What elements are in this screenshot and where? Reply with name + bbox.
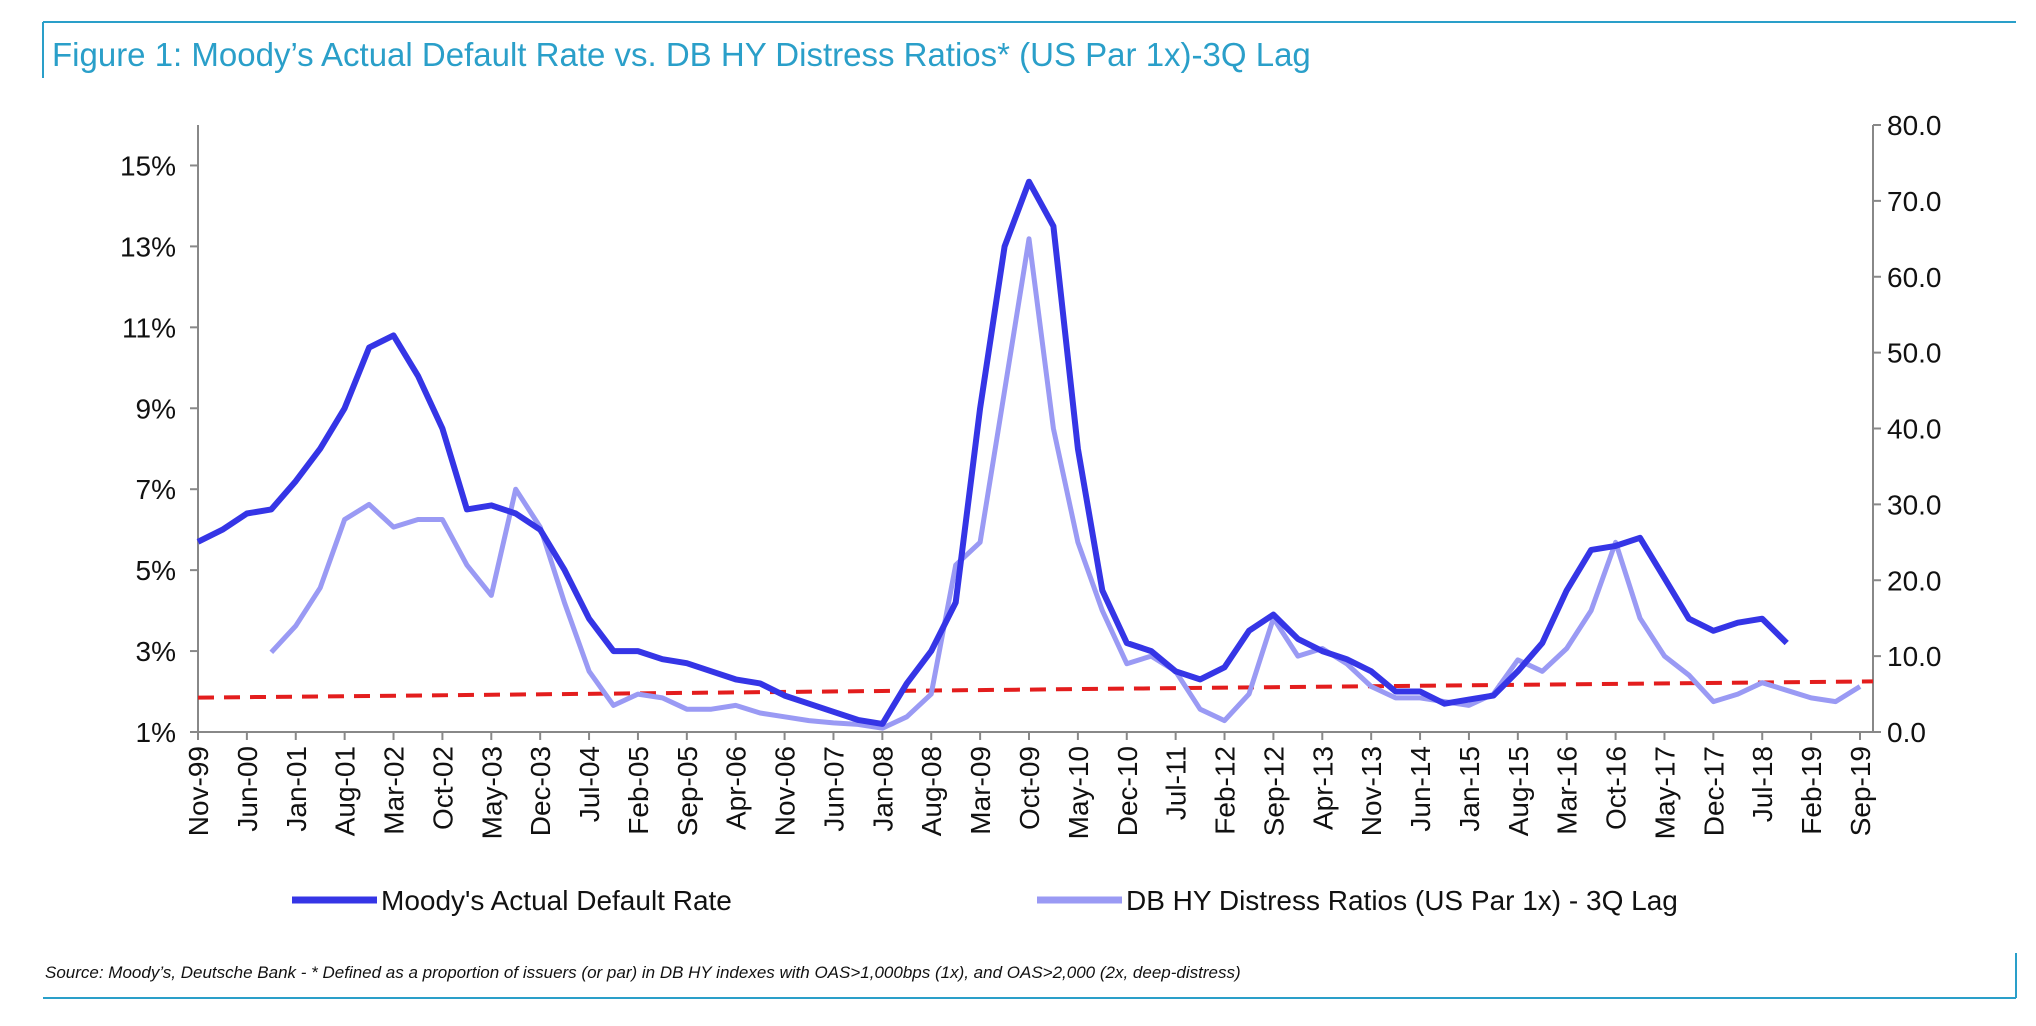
y2-tick-label: 70.0 <box>1887 186 1942 217</box>
x-tick-label: Mar-09 <box>965 746 996 835</box>
y-tick-label: 15% <box>120 150 176 181</box>
series-line <box>269 236 1862 731</box>
x-tick-label: Feb-05 <box>623 746 654 835</box>
y-tick-label: 7% <box>136 474 176 505</box>
x-tick-label: Aug-15 <box>1503 746 1534 836</box>
y2-tick-label: 50.0 <box>1887 338 1942 369</box>
x-tick-label: Jul-11 <box>1161 746 1192 820</box>
x-tick-label: Jul-18 <box>1747 746 1778 822</box>
x-tick-label: Dec-10 <box>1112 746 1143 836</box>
x-tick-label: Feb-12 <box>1210 746 1241 835</box>
x-tick-label: Jan-01 <box>281 746 312 832</box>
x-tick-label: Dec-17 <box>1698 746 1729 836</box>
x-tick-label: Mar-16 <box>1552 746 1583 835</box>
y2-tick-label: 20.0 <box>1887 565 1942 596</box>
legend-label: Moody's Actual Default Rate <box>381 885 732 916</box>
trend-line <box>197 679 1874 700</box>
x-tick-label: Aug-01 <box>330 746 361 836</box>
x-tick-label: Sep-19 <box>1845 746 1876 836</box>
x-tick-label: Apr-06 <box>721 746 752 830</box>
legend-label: DB HY Distress Ratios (US Par 1x) - 3Q L… <box>1126 885 1678 916</box>
y-tick-label: 1% <box>136 717 176 748</box>
x-tick-label: Jun-00 <box>232 746 263 832</box>
x-tick-label: Jul-04 <box>574 746 605 822</box>
source-note: Source: Moody’s, Deutsche Bank - * Defin… <box>45 963 1241 982</box>
x-tick-label: Jun-14 <box>1405 746 1436 832</box>
y2-tick-label: 60.0 <box>1887 262 1942 293</box>
x-tick-label: Mar-02 <box>379 746 410 835</box>
y2-tick-label: 80.0 <box>1887 110 1942 141</box>
x-tick-label: Dec-03 <box>525 746 556 836</box>
y2-tick-label: 30.0 <box>1887 489 1942 520</box>
chart-title: Figure 1: Moody’s Actual Default Rate vs… <box>52 36 1311 73</box>
x-tick-label: Oct-02 <box>427 746 458 830</box>
y-tick-label: 9% <box>136 393 176 424</box>
x-tick-label: Jan-08 <box>867 746 898 832</box>
y-tick-label: 11% <box>122 312 176 343</box>
x-tick-label: May-17 <box>1649 746 1680 839</box>
x-tick-label: Nov-13 <box>1356 746 1387 836</box>
x-tick-label: Sep-12 <box>1258 746 1289 836</box>
x-tick-label: Feb-19 <box>1796 746 1827 835</box>
y2-tick-label: 40.0 <box>1887 414 1942 445</box>
x-tick-label: Sep-05 <box>672 746 703 836</box>
x-tick-label: Aug-08 <box>916 746 947 836</box>
y-tick-label: 13% <box>120 231 176 262</box>
y2-tick-label: 10.0 <box>1887 641 1942 672</box>
x-tick-label: Oct-16 <box>1601 746 1632 830</box>
series-line <box>196 178 1789 727</box>
x-tick-label: Nov-99 <box>183 746 214 836</box>
x-tick-label: Apr-13 <box>1307 746 1338 830</box>
y2-tick-label: 0.0 <box>1887 717 1926 748</box>
x-tick-label: Jun-07 <box>818 746 849 832</box>
y-tick-label: 5% <box>136 555 176 586</box>
x-tick-label: May-03 <box>476 746 507 839</box>
x-tick-label: Oct-09 <box>1014 746 1045 830</box>
x-tick-label: Nov-06 <box>770 746 801 836</box>
x-tick-label: May-10 <box>1063 746 1094 839</box>
y-tick-label: 3% <box>136 636 176 667</box>
x-tick-label: Jan-15 <box>1454 746 1485 832</box>
